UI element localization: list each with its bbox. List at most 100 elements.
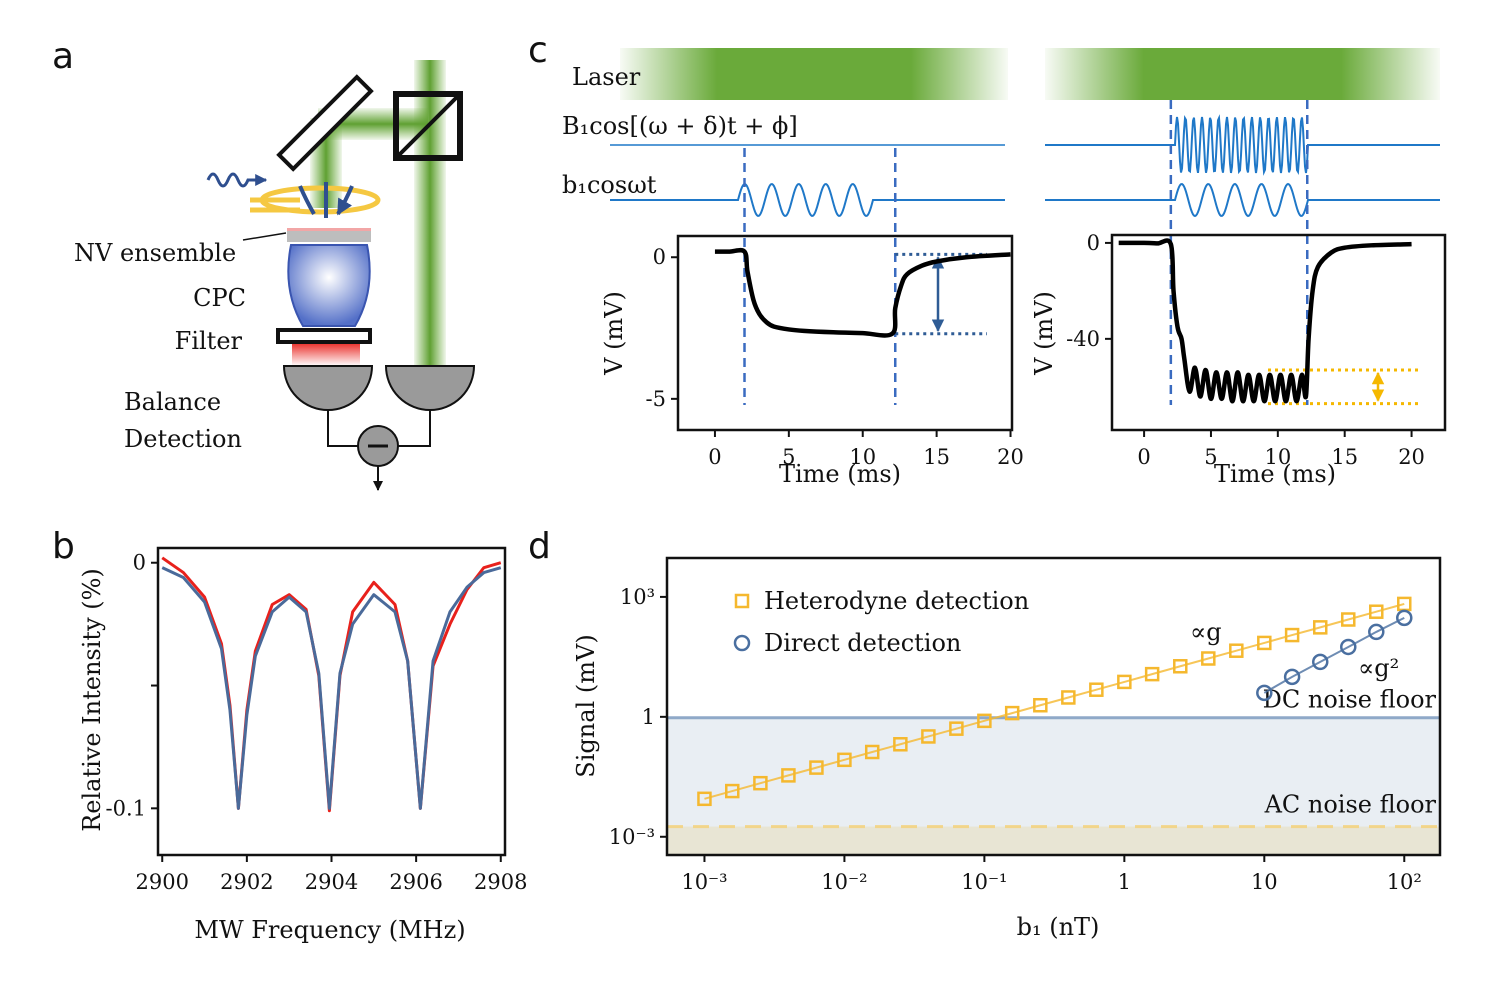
y-tick-label: -0.1	[106, 796, 147, 820]
data-point	[1089, 682, 1104, 697]
chart: 0 5 10 15 20 0 -5 Time (ms) V (mV)	[600, 148, 1024, 488]
data-point	[809, 760, 824, 775]
panel-label: b	[52, 526, 75, 567]
laser-pulse	[620, 48, 1008, 100]
noise-floor-label: AC noise floor	[1264, 791, 1437, 819]
panel-label: d	[528, 526, 551, 567]
x-axis-label: b₁ (nT)	[1017, 913, 1100, 941]
y-tick-label: -40	[1066, 327, 1100, 351]
waveform-label: Laser	[572, 63, 641, 91]
data-point	[1311, 653, 1329, 671]
data-line	[1118, 238, 1412, 404]
legend-marker	[734, 593, 750, 609]
x-tick-label: 10	[1264, 445, 1291, 469]
wire	[327, 410, 431, 447]
mw-loop	[259, 185, 381, 215]
x-axis-label: Time (ms)	[779, 460, 901, 488]
x-tick-label: 1	[1118, 870, 1131, 894]
y-tick-label: 10³	[620, 585, 655, 609]
data-point	[977, 713, 992, 729]
laser-pulse	[1045, 48, 1440, 100]
x-tick-label: 5	[1204, 445, 1217, 469]
mirror	[276, 74, 374, 172]
y-axis-label: V (mV)	[600, 291, 628, 376]
diagram-label: CPC	[193, 284, 246, 312]
x-axis-label: MW Frequency (MHz)	[194, 916, 465, 944]
x-tick-label: 10⁻²	[821, 870, 867, 894]
y-tick-label: 1	[642, 705, 655, 729]
data-point	[921, 729, 936, 744]
legend-label: Direct detection	[764, 629, 961, 657]
y-tick-label: 0	[1087, 231, 1100, 255]
annotation: ∝g	[1190, 618, 1222, 646]
waveform	[1045, 114, 1440, 176]
data-point	[949, 721, 964, 736]
x-tick-label: 2900	[136, 870, 189, 894]
data-point	[1117, 674, 1132, 690]
x-tick-label: 10⁻¹	[961, 870, 1007, 894]
diagram-label: Filter	[175, 327, 243, 355]
data-line	[161, 566, 502, 810]
y-tick-label: 0	[653, 245, 666, 269]
microwave	[206, 172, 268, 188]
data-point	[725, 783, 740, 799]
detector	[282, 365, 374, 411]
chart: 0 5 10 15 20 0 -40 Time (ms) V (mV)	[1030, 100, 1447, 488]
x-tick-label: 10²	[1387, 870, 1422, 894]
y-tick-label: 0	[133, 551, 146, 575]
x-tick-label: 0	[708, 445, 721, 469]
data-point	[1368, 623, 1385, 641]
filter	[276, 328, 372, 344]
legend-marker	[733, 634, 751, 652]
data-point	[1173, 659, 1188, 674]
waveform-label: b₁cosωt	[562, 171, 657, 199]
x-tick-label: 0	[1137, 445, 1150, 469]
x-tick-label: 15	[923, 445, 950, 469]
x-tick-label: 2904	[305, 870, 358, 894]
waveform	[610, 182, 1005, 218]
x-tick-label: 10⁻³	[681, 870, 727, 894]
data-point	[864, 744, 880, 760]
panel-label: c	[528, 30, 548, 71]
data-point	[1284, 627, 1300, 643]
data-point	[893, 737, 908, 752]
data-point	[753, 775, 768, 791]
x-tick-label: 20	[1398, 445, 1425, 469]
x-tick-label: 15	[1331, 445, 1358, 469]
data-point	[837, 752, 852, 768]
noise-floor-label: DC noise floor	[1263, 686, 1437, 714]
x-tick-label: 2906	[389, 870, 442, 894]
data-point	[1229, 643, 1244, 658]
fit-line	[704, 602, 1405, 800]
chart: 2900 2902 2904 2906 2908 0 -0.1 MW Frequency (M…	[78, 546, 527, 944]
data-point	[1061, 690, 1076, 705]
data-point	[1396, 609, 1413, 627]
y-tick-label: 10⁻³	[609, 825, 655, 849]
data-point	[1033, 697, 1048, 713]
data-point	[1144, 666, 1160, 682]
diagram-label: Balance	[124, 388, 221, 416]
y-axis-label: Relative Intensity (%)	[78, 568, 106, 832]
y-axis-label: V (mV)	[1030, 291, 1058, 376]
x-tick-label: 2908	[474, 870, 527, 894]
x-axis-label: Time (ms)	[1214, 460, 1336, 488]
panel-label: a	[52, 36, 74, 77]
x-tick-label: 20	[997, 445, 1024, 469]
x-tick-label: 10	[1251, 870, 1278, 894]
data-point	[1004, 705, 1020, 721]
data-point	[1340, 638, 1357, 656]
field-arrow	[298, 182, 352, 218]
data-point	[781, 768, 796, 783]
data-line	[714, 247, 1011, 338]
data-point	[1201, 651, 1216, 666]
plot-frame	[1110, 233, 1447, 432]
fluorescence	[292, 344, 360, 366]
data-point	[697, 791, 712, 807]
nv-ensemble	[287, 228, 371, 231]
laser-beam	[414, 60, 446, 365]
diagram-label: NV ensemble	[74, 239, 236, 267]
detector	[384, 365, 476, 411]
waveform-label: B₁cos[(ω + δ)t + ϕ]	[562, 112, 798, 140]
